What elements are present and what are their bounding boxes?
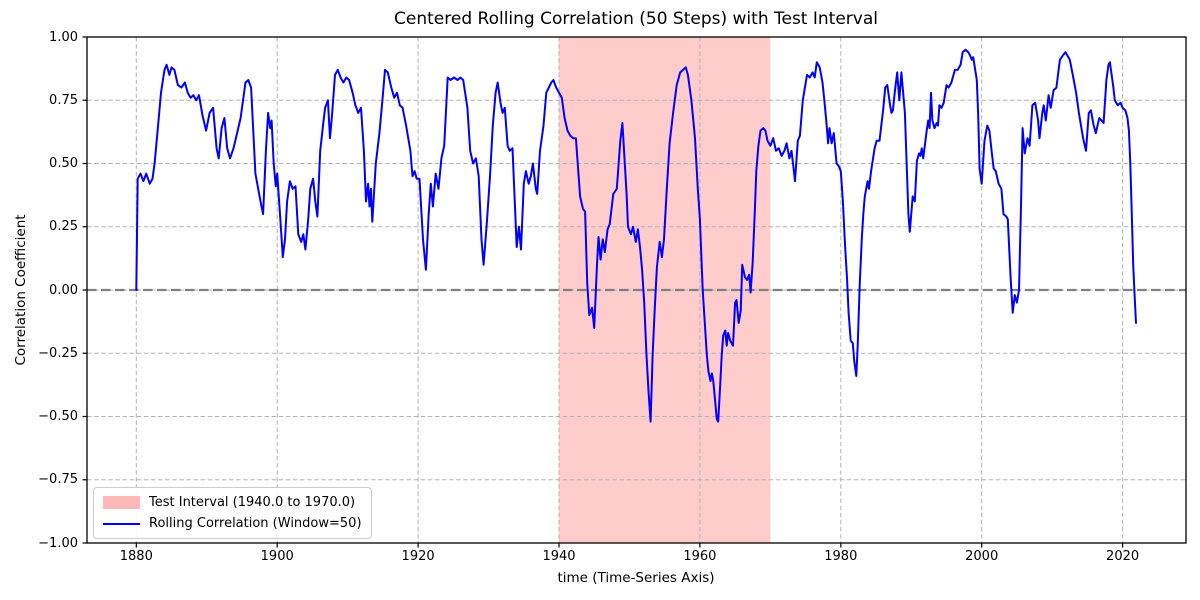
y-tick-label: −1.00 — [38, 535, 78, 551]
y-tick-label: 0.75 — [49, 92, 78, 108]
x-tick-label: 1940 — [542, 549, 576, 564]
x-tick-label: 2000 — [965, 549, 999, 564]
legend: Test Interval (1940.0 to 1970.0) Rolling… — [93, 487, 372, 539]
legend-entry-rolling-correlation: Rolling Correlation (Window=50) — [103, 513, 362, 534]
y-tick-label: 0.50 — [49, 156, 78, 171]
y-tick-label: 1.00 — [49, 29, 78, 45]
rolling-correlation-swatch — [103, 522, 140, 525]
legend-label-test-interval: Test Interval (1940.0 to 1970.0) — [149, 495, 356, 510]
y-tick-label: −0.50 — [38, 409, 78, 424]
y-axis-label: Correlation Coefficient — [13, 214, 29, 366]
x-tick-label: 2020 — [1106, 549, 1140, 564]
test-interval-swatch — [103, 496, 140, 509]
y-tick-label: 0.00 — [49, 282, 78, 298]
x-tick-label: 1960 — [683, 549, 717, 564]
x-tick-label: 1920 — [401, 549, 435, 564]
legend-label-rolling-correlation: Rolling Correlation (Window=50) — [149, 516, 362, 531]
x-tick-label: 1980 — [824, 549, 858, 564]
x-tick-label: 1880 — [119, 549, 153, 564]
x-axis-label: time (Time-Series Axis) — [557, 570, 715, 586]
chart-title: Centered Rolling Correlation (50 Steps) … — [394, 9, 878, 29]
y-tick-label: 0.25 — [49, 219, 78, 235]
y-tick-label: −0.75 — [38, 472, 78, 488]
legend-entry-test-interval: Test Interval (1940.0 to 1970.0) — [103, 492, 362, 513]
y-tick-label: −0.25 — [38, 345, 78, 361]
x-tick-label: 1900 — [260, 549, 294, 564]
correlation-line — [135, 48, 1137, 423]
